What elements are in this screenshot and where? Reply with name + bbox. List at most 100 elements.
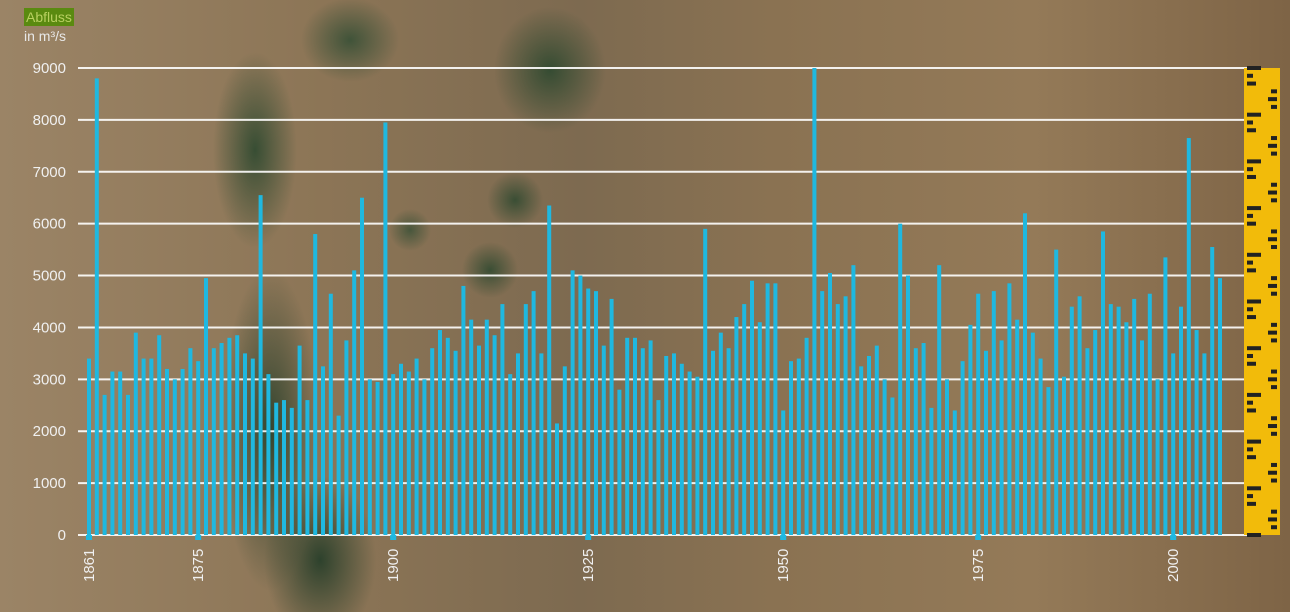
bar-1878: [219, 343, 224, 535]
x-tick-mark-2000: [1170, 535, 1177, 540]
bar-1990: [1093, 330, 1098, 535]
ruler-tick: [1268, 143, 1277, 148]
ruler-tick: [1247, 400, 1253, 405]
bar-1928: [609, 298, 614, 535]
bar-1868: [141, 358, 146, 535]
bar-1897: [367, 379, 372, 535]
bar-1927: [601, 345, 606, 535]
bar-1989: [1085, 348, 1090, 535]
bar-1923: [570, 270, 575, 535]
x-tick-label-1950: 1950: [775, 549, 792, 582]
y-tick-label-1000: 1000: [33, 475, 66, 492]
bar-1891: [321, 366, 325, 535]
bar-1906: [438, 330, 442, 535]
y-tick-labels: 0 1000 2000 3000 4000 5000 6000 7000 8000 9000: [33, 60, 66, 544]
bar-1991: [1101, 231, 1105, 535]
bar-1881: [243, 353, 247, 535]
bar-1950: [781, 410, 786, 535]
ruler-tick: [1268, 190, 1277, 195]
bar-1953: [804, 337, 809, 535]
ruler-tick: [1247, 315, 1256, 320]
bar-2004: [1202, 353, 1207, 535]
bar-1895: [352, 270, 357, 535]
bar-1931: [633, 337, 637, 535]
bar-1864: [110, 371, 115, 535]
bar-1987: [1069, 306, 1074, 535]
ruler-tick: [1271, 151, 1277, 156]
bar-1884: [266, 374, 271, 535]
y-axis-label: Abfluss: [24, 8, 74, 26]
ruler-tick: [1247, 252, 1261, 257]
ruler-tick: [1247, 206, 1261, 211]
bar-1999: [1163, 257, 1168, 535]
ruler-tick: [1271, 291, 1277, 296]
ruler-tick: [1247, 307, 1253, 312]
ruler-tick: [1271, 136, 1277, 141]
bar-1872: [172, 379, 177, 535]
bar-1943: [726, 348, 731, 535]
bar-1922: [562, 366, 567, 535]
ruler-tick: [1271, 509, 1277, 514]
bar-1896: [360, 197, 364, 535]
ruler-tick: [1247, 73, 1253, 78]
x-tick-mark-1861: [86, 535, 92, 540]
bar-1975: [976, 293, 981, 535]
bar-1873: [180, 368, 185, 535]
bar-1933: [648, 340, 653, 535]
bar-1967: [913, 348, 918, 535]
bar-1917: [523, 304, 528, 535]
bar-1979: [1007, 283, 1012, 535]
ruler-tick: [1268, 330, 1277, 335]
bar-1963: [882, 379, 887, 535]
bar-1926: [594, 291, 598, 535]
bar-1875: [196, 361, 201, 535]
bar-1930: [625, 337, 630, 535]
bar-1898: [375, 381, 380, 535]
bar-1866: [126, 394, 130, 535]
ruler-tick: [1247, 533, 1261, 537]
bar-1874: [188, 348, 193, 535]
y-tick-label-3000: 3000: [33, 371, 66, 388]
bar-1946: [750, 280, 754, 535]
x-tick-labels: 1861 1875 1900 1925 1950 1975 2000: [81, 535, 1182, 582]
bar-1902: [406, 371, 411, 535]
bar-1865: [118, 371, 123, 535]
bar-1983: [1038, 358, 1043, 535]
bar-1962: [874, 345, 879, 535]
bar-1887: [289, 407, 294, 535]
bar-1888: [297, 345, 302, 535]
ruler-tick: [1247, 501, 1256, 506]
bar-1914: [500, 304, 505, 535]
ruler-tick: [1271, 276, 1277, 281]
bar-1938: [687, 371, 692, 535]
bar-1924: [578, 275, 583, 535]
ruler-tick: [1271, 478, 1277, 483]
bar-1932: [640, 348, 645, 535]
bar-1903: [414, 358, 419, 535]
ruler-tick: [1271, 245, 1277, 250]
bar-1955: [820, 291, 825, 535]
bar-1883: [258, 195, 263, 535]
x-tick-mark-1975: [975, 535, 982, 540]
bar-1913: [492, 335, 497, 535]
y-tick-label-7000: 7000: [33, 164, 66, 181]
bar-1949: [773, 283, 778, 535]
bar-1965: [898, 223, 903, 535]
bar-1929: [617, 389, 622, 535]
bar-1879: [227, 337, 232, 535]
bar-1936: [672, 353, 676, 535]
ruler-tick: [1268, 424, 1277, 429]
bar-1909: [461, 285, 466, 535]
bar-1988: [1077, 296, 1082, 535]
bar-2005: [1210, 247, 1215, 535]
ruler-tick: [1247, 128, 1256, 133]
bar-1940: [703, 228, 708, 535]
bar-series: [87, 68, 1222, 536]
bar-1980: [1015, 319, 1020, 535]
bar-1996: [1140, 340, 1144, 535]
bar-1978: [999, 340, 1004, 535]
bar-1889: [305, 400, 310, 535]
bar-1869: [149, 358, 154, 535]
ruler-tick: [1271, 322, 1277, 327]
bar-1942: [718, 332, 723, 535]
